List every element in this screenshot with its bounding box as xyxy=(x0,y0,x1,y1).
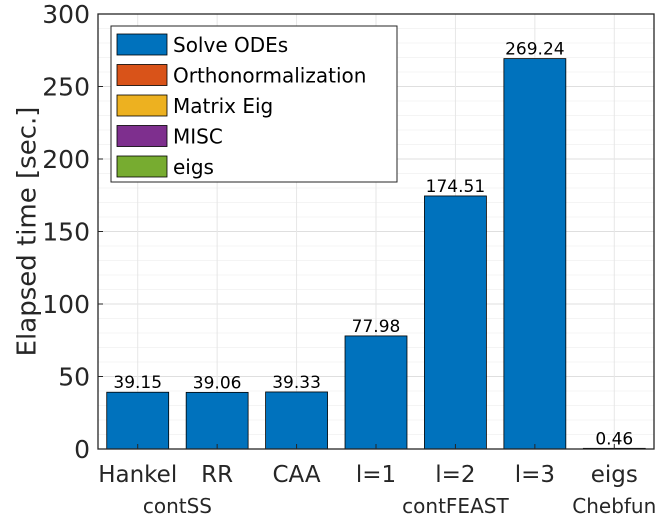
bar-total-label: 0.46 xyxy=(595,429,633,449)
x-tick-label: RR xyxy=(201,462,233,488)
bar-total-label: 39.15 xyxy=(113,373,162,393)
x-tick-label: l=1 xyxy=(356,462,396,488)
bar-total-label: 269.24 xyxy=(505,40,564,60)
x-tick-label: Hankel xyxy=(98,462,177,488)
legend-label: MISC xyxy=(173,125,223,149)
y-tick-label: 250 xyxy=(42,73,90,102)
x-tick-label: l=3 xyxy=(515,462,555,488)
y-tick-label: 200 xyxy=(42,145,90,174)
legend-swatch xyxy=(116,94,168,117)
bar-solve-odes xyxy=(265,391,328,450)
bar-total-label: 39.33 xyxy=(272,373,321,393)
bar-solve-odes xyxy=(106,391,170,450)
legend-swatch xyxy=(116,125,168,147)
legend-label: Solve ODEs xyxy=(173,33,288,57)
axis-tick-layer: 0 50 100 150 200 250 300 Hankel RR CAA l=1 l=2 l=3 ei… xyxy=(42,0,656,518)
legend-swatch xyxy=(116,33,168,56)
data-label-layer: 39.15 39.06 39.33 77.98 174.51 269.24 0.46 xyxy=(113,40,633,450)
y-axis-title: Elapsed time [sec.] xyxy=(13,107,43,357)
x-group-label: contSS xyxy=(143,494,212,518)
bar-solve-odes xyxy=(424,195,487,450)
x-group-label: contFEAST xyxy=(402,494,509,518)
y-tick-label: 150 xyxy=(42,218,90,247)
bar-solve-odes xyxy=(185,391,249,450)
x-group-label: Chebfun xyxy=(572,494,656,518)
bar-layer xyxy=(106,58,646,450)
bar-total-label: 39.06 xyxy=(193,373,242,393)
x-tick-label: l=2 xyxy=(435,462,475,488)
legend-label: eigs xyxy=(173,155,214,179)
x-tick-label: CAA xyxy=(272,462,320,488)
legend-label: Matrix Eig xyxy=(173,94,273,118)
bar-solve-odes xyxy=(344,335,408,450)
legend-label: Orthonormalization xyxy=(173,64,366,88)
y-tick-label: 100 xyxy=(42,290,90,319)
y-tick-label: 50 xyxy=(58,363,90,392)
bar-total-label: 174.51 xyxy=(426,177,485,197)
legend: Solve ODEs Orthonormalization Matrix Eig MI… xyxy=(110,25,398,183)
x-tick-label: eigs xyxy=(591,462,638,488)
bar-solve-odes xyxy=(503,58,567,450)
y-tick-label: 300 xyxy=(42,0,90,29)
legend-swatch xyxy=(116,155,168,178)
y-tick-label: 0 xyxy=(74,435,90,464)
bar-total-label: 77.98 xyxy=(352,317,401,337)
legend-swatch xyxy=(116,64,168,86)
